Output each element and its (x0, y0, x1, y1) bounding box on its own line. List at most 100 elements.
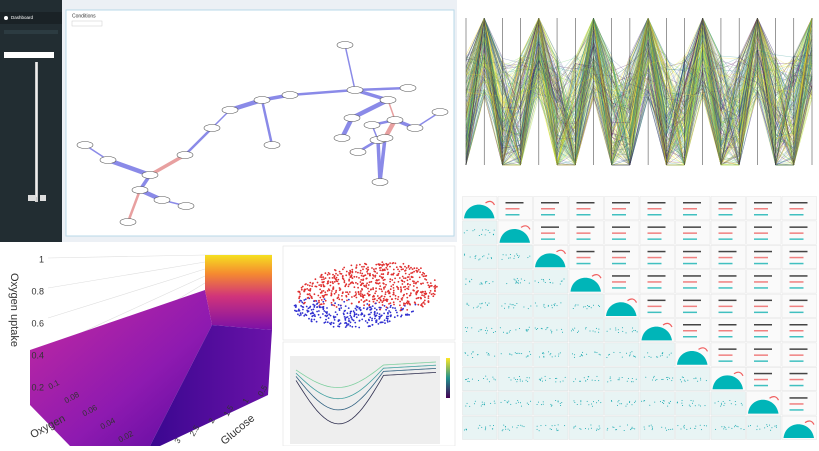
pair-point (661, 354, 663, 356)
pair-point (544, 307, 546, 309)
scatter-point (363, 274, 365, 277)
corr-text (647, 281, 662, 283)
scatter-point (420, 303, 423, 305)
scatter-point (341, 292, 344, 295)
pair-point (723, 428, 725, 430)
scatter-point (413, 282, 415, 284)
density-peak (591, 274, 602, 279)
menu-item[interactable]: Dashboard (11, 15, 34, 20)
pair-point (468, 304, 470, 306)
scatter-point (336, 274, 339, 276)
scatter-point (383, 283, 385, 285)
input-box[interactable] (4, 52, 54, 58)
pair-cell (568, 367, 604, 391)
scatter-point (355, 296, 358, 299)
scatter-point (379, 275, 381, 278)
pair-point (572, 328, 574, 330)
corr-text (754, 287, 768, 289)
scatter-point (410, 266, 412, 269)
scatter-point (389, 295, 392, 298)
scatter-point (330, 321, 333, 324)
corr-text (683, 281, 697, 283)
scatter-point (350, 264, 353, 267)
scatter-point (298, 301, 301, 303)
pair-point (518, 375, 520, 377)
scatter-point (411, 271, 414, 274)
pair-point (771, 427, 773, 429)
scatter-point (382, 297, 385, 300)
corr-text (541, 214, 555, 216)
scatter-point (353, 295, 356, 297)
network-node (253, 96, 271, 104)
pair-point (542, 401, 544, 403)
pair-point (577, 304, 579, 306)
pair-point (483, 255, 485, 257)
scatter-point (375, 290, 377, 293)
pair-point (488, 352, 490, 354)
scatter-point (308, 317, 310, 320)
scatter-point (309, 289, 311, 292)
scatter-point (374, 292, 376, 295)
pair-point (736, 425, 738, 427)
pair-point (482, 256, 484, 258)
pair-point (594, 351, 596, 353)
menu-item-active[interactable] (0, 12, 62, 24)
scatter-point (399, 304, 401, 307)
pair-point (563, 278, 565, 280)
scatter-point (303, 314, 306, 317)
scatter-point (297, 309, 300, 312)
pair-point (629, 401, 631, 403)
pair-point (680, 428, 682, 430)
menu-item[interactable] (4, 30, 58, 34)
network-title: Conditions (72, 13, 96, 19)
scatter-point (378, 282, 381, 284)
pair-point (556, 305, 558, 307)
scatter-point (370, 280, 373, 283)
pair-point (511, 354, 513, 356)
network-node (281, 91, 299, 99)
scatter-point (401, 297, 404, 299)
pair-point (594, 331, 596, 333)
scatter-point (320, 299, 323, 301)
scatter-point (369, 306, 372, 309)
pair-point (480, 282, 482, 284)
pair-cell (462, 245, 498, 269)
scatter-point (359, 281, 362, 283)
scatter-point (422, 302, 424, 304)
slider-handle[interactable] (40, 195, 46, 201)
scatter-point (310, 295, 313, 298)
scatter-point (351, 271, 354, 274)
slider-handle[interactable] (28, 195, 36, 201)
pair-point (609, 376, 611, 378)
select-box[interactable] (71, 20, 103, 27)
scatter-point (428, 292, 431, 294)
pair-point (659, 355, 661, 357)
scatter-point (312, 308, 315, 311)
scatter-point (354, 321, 357, 324)
scatter-point (402, 268, 404, 271)
corr-text (718, 256, 733, 259)
scatter-point (348, 320, 351, 322)
scatter-point (353, 286, 356, 289)
pair-point (617, 379, 619, 381)
pair-point (582, 355, 584, 357)
parallel-line (465, 17, 813, 166)
scatter-point (362, 268, 364, 271)
scatter-point (309, 281, 312, 284)
scatter-point (361, 265, 363, 268)
pair-point (544, 375, 546, 377)
scatter-point (384, 322, 386, 324)
grid-line (47, 261, 206, 289)
pair-cell (604, 318, 640, 343)
scatter-point (351, 318, 354, 321)
scatter-point (371, 305, 374, 307)
pair-point (560, 280, 562, 282)
pair-point (722, 401, 724, 403)
scatter-point (391, 298, 394, 300)
corr-text (754, 232, 768, 234)
scatter-point (322, 305, 325, 308)
pair-point (574, 327, 576, 329)
corr-text (789, 348, 808, 350)
scatter-point (381, 261, 384, 263)
